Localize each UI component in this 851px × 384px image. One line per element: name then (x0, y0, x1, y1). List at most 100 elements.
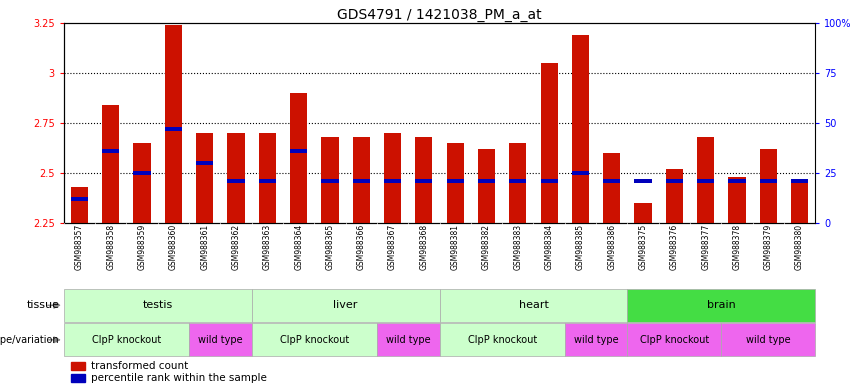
Text: GSM988380: GSM988380 (795, 224, 804, 270)
Bar (509, 179, 527, 183)
Bar (227, 179, 244, 183)
Text: GSM988386: GSM988386 (608, 224, 616, 270)
Bar (447, 143, 464, 223)
Bar (439, 323, 565, 356)
Text: GSM988361: GSM988361 (200, 224, 209, 270)
Text: ClpP knockout: ClpP knockout (92, 335, 161, 345)
Text: tissue: tissue (26, 300, 60, 310)
Text: genotype/variation: genotype/variation (0, 335, 60, 345)
Bar (384, 133, 401, 223)
Bar (290, 93, 307, 223)
Bar (377, 323, 439, 356)
Bar (322, 179, 339, 183)
Bar (134, 170, 151, 175)
Bar (791, 179, 808, 223)
Bar (196, 133, 214, 223)
Bar (165, 127, 182, 131)
Bar (478, 149, 495, 223)
Bar (290, 149, 307, 153)
Bar (102, 105, 119, 223)
Text: wild type: wild type (746, 335, 791, 345)
Text: testis: testis (143, 300, 173, 310)
Bar (760, 179, 777, 183)
Bar (540, 63, 557, 223)
Bar (478, 179, 495, 183)
Bar (447, 179, 464, 183)
Text: GSM988376: GSM988376 (670, 224, 679, 270)
Bar (322, 137, 339, 223)
Text: GSM988383: GSM988383 (513, 224, 523, 270)
Bar (384, 179, 401, 183)
Bar (627, 323, 722, 356)
Bar (415, 137, 432, 223)
Text: wild type: wild type (386, 335, 431, 345)
Bar (439, 289, 627, 322)
Bar (165, 25, 182, 223)
Text: GSM988375: GSM988375 (638, 224, 648, 270)
Bar (227, 133, 244, 223)
Bar (102, 149, 119, 153)
Bar (791, 179, 808, 183)
Text: GSM988382: GSM988382 (482, 224, 491, 270)
Bar (71, 197, 89, 201)
Text: GSM988363: GSM988363 (263, 224, 271, 270)
Bar (252, 289, 439, 322)
Bar (352, 179, 370, 183)
Bar (64, 323, 189, 356)
Text: GSM988364: GSM988364 (294, 224, 303, 270)
Bar (134, 143, 151, 223)
Bar (572, 170, 589, 175)
Bar (259, 179, 276, 183)
Bar (665, 169, 683, 223)
Text: GSM988366: GSM988366 (357, 224, 366, 270)
Bar (728, 177, 745, 223)
Bar (71, 362, 85, 370)
Bar (665, 179, 683, 183)
Text: GSM988357: GSM988357 (75, 224, 84, 270)
Text: ClpP knockout: ClpP knockout (640, 335, 709, 345)
Bar (572, 35, 589, 223)
Bar (71, 374, 85, 382)
Bar (603, 153, 620, 223)
Text: GSM988385: GSM988385 (576, 224, 585, 270)
Text: GSM988367: GSM988367 (388, 224, 397, 270)
Bar (64, 289, 252, 322)
Bar (189, 323, 252, 356)
Bar (565, 323, 627, 356)
Text: liver: liver (334, 300, 357, 310)
Bar (540, 179, 557, 183)
Text: ClpP knockout: ClpP knockout (467, 335, 537, 345)
Bar (697, 137, 714, 223)
Text: GSM988358: GSM988358 (106, 224, 115, 270)
Text: GSM988379: GSM988379 (764, 224, 773, 270)
Bar (71, 187, 89, 223)
Text: GSM988378: GSM988378 (733, 224, 741, 270)
Bar (635, 179, 652, 183)
Text: GSM988359: GSM988359 (138, 224, 146, 270)
Text: GSM988368: GSM988368 (420, 224, 428, 270)
Text: brain: brain (707, 300, 736, 310)
Text: GSM988377: GSM988377 (701, 224, 711, 270)
Text: wild type: wild type (574, 335, 619, 345)
Title: GDS4791 / 1421038_PM_a_at: GDS4791 / 1421038_PM_a_at (337, 8, 542, 22)
Text: GSM988381: GSM988381 (451, 224, 460, 270)
Bar (635, 203, 652, 223)
Bar (728, 179, 745, 183)
Bar (259, 133, 276, 223)
Bar (627, 289, 815, 322)
Text: GSM988362: GSM988362 (231, 224, 241, 270)
Text: GSM988384: GSM988384 (545, 224, 554, 270)
Bar (352, 137, 370, 223)
Text: GSM988365: GSM988365 (325, 224, 334, 270)
Text: transformed count: transformed count (91, 361, 188, 371)
Bar (697, 179, 714, 183)
Text: percentile rank within the sample: percentile rank within the sample (91, 373, 266, 383)
Bar (415, 179, 432, 183)
Bar (252, 323, 377, 356)
Bar (722, 323, 815, 356)
Bar (603, 179, 620, 183)
Bar (509, 143, 527, 223)
Bar (196, 161, 214, 165)
Text: ClpP knockout: ClpP knockout (280, 335, 349, 345)
Bar (760, 149, 777, 223)
